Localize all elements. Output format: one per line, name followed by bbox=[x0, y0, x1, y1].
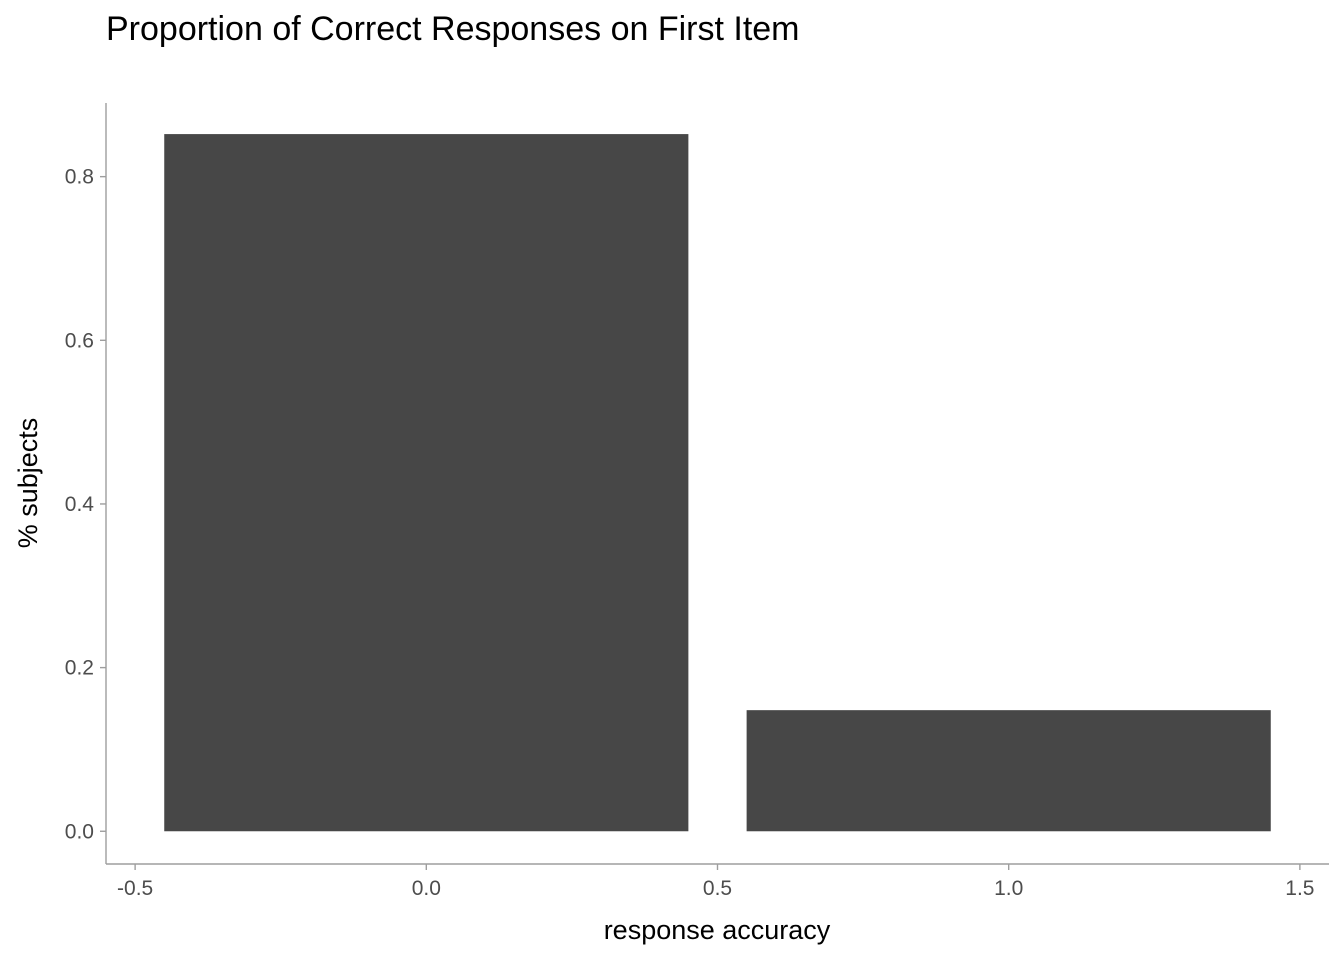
x-axis-label: response accuracy bbox=[604, 915, 831, 945]
x-tick-label: 0.5 bbox=[703, 877, 732, 900]
chart-title: Proportion of Correct Responses on First… bbox=[106, 10, 800, 48]
y-axis-label: % subjects bbox=[13, 418, 43, 549]
bar-0 bbox=[164, 134, 689, 832]
y-tick-label: 0.2 bbox=[65, 657, 94, 680]
y-tick-label: 0.4 bbox=[65, 493, 95, 516]
bars-layer bbox=[164, 134, 1271, 832]
x-tick-label: 0.0 bbox=[412, 877, 441, 900]
y-axis-ticks: 0.0 0.2 0.4 0.6 0.8 bbox=[65, 166, 106, 843]
y-tick-label: 0.6 bbox=[65, 329, 94, 352]
x-tick-label: 1.0 bbox=[994, 877, 1023, 900]
bar-1 bbox=[746, 710, 1271, 832]
x-axis-ticks: -0.5 0.0 0.5 1.0 1.5 bbox=[117, 864, 1314, 900]
x-tick-label: -0.5 bbox=[117, 877, 153, 900]
y-tick-label: 0.8 bbox=[65, 166, 94, 189]
x-tick-label: 1.5 bbox=[1285, 877, 1314, 900]
y-tick-label: 0.0 bbox=[65, 820, 94, 843]
